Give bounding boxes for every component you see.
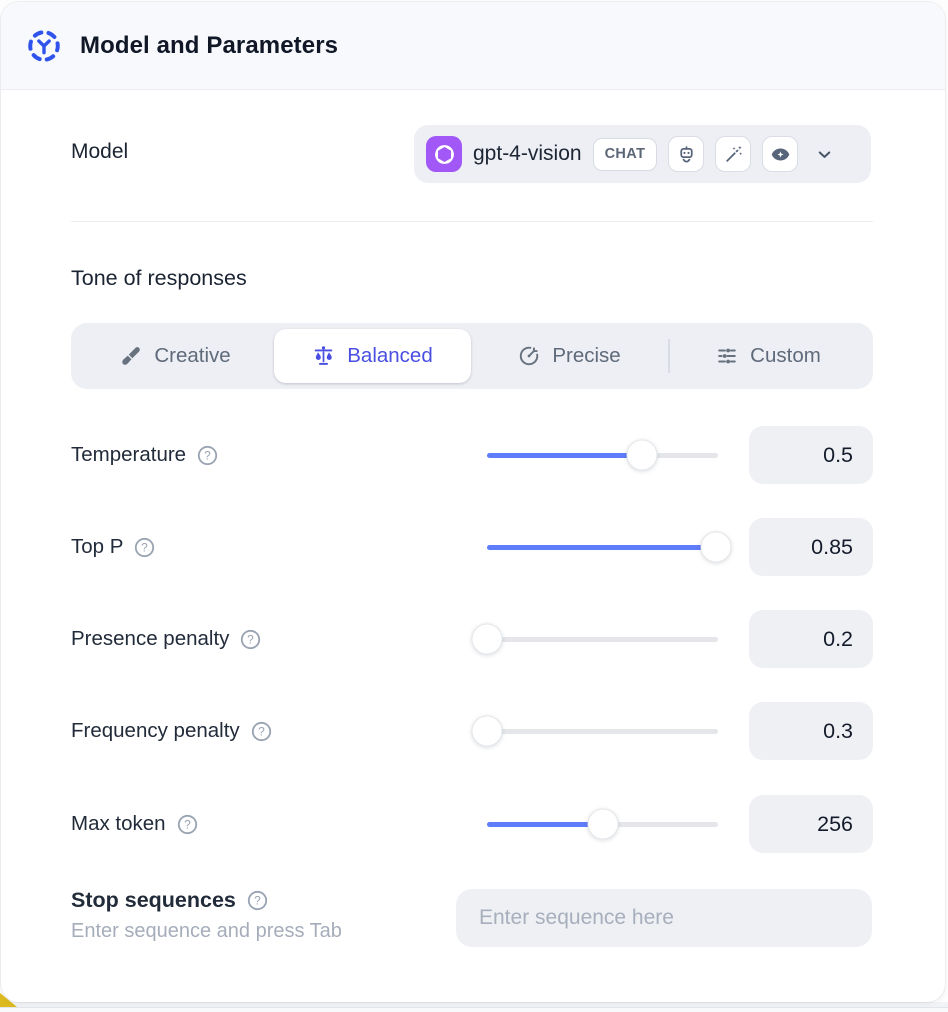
vision-eye-icon bbox=[762, 136, 799, 172]
stop-sequences-label: Stop sequences bbox=[71, 888, 236, 912]
param-label: Presence penalty bbox=[71, 627, 230, 650]
slider-thumb[interactable] bbox=[471, 623, 503, 655]
temperature-value[interactable]: 0.5 bbox=[749, 426, 873, 484]
page-background-strip bbox=[0, 1002, 948, 1007]
panel-header: Model and Parameters bbox=[1, 2, 945, 90]
help-icon[interactable]: ? bbox=[196, 444, 219, 467]
param-label: Max token bbox=[71, 812, 166, 835]
svg-text:?: ? bbox=[184, 817, 191, 831]
svg-text:?: ? bbox=[254, 894, 261, 908]
frequency-penalty-slider[interactable] bbox=[471, 702, 718, 760]
chevron-down-icon bbox=[815, 145, 834, 164]
temperature-slider[interactable] bbox=[487, 426, 718, 484]
tab-precise[interactable]: Precise bbox=[471, 329, 668, 383]
robot-icon bbox=[668, 136, 705, 172]
target-icon bbox=[518, 345, 540, 367]
slider-thumb[interactable] bbox=[587, 808, 618, 840]
max-token-value[interactable]: 256 bbox=[749, 795, 873, 853]
tone-heading: Tone of responses bbox=[71, 266, 247, 290]
model-hub-icon bbox=[25, 27, 63, 65]
tab-label: Precise bbox=[552, 344, 621, 367]
section-divider bbox=[71, 221, 873, 222]
tab-label: Creative bbox=[154, 344, 231, 367]
chat-type-badge: CHAT bbox=[592, 137, 658, 171]
svg-text:?: ? bbox=[248, 632, 255, 646]
slider-thumb[interactable] bbox=[626, 439, 658, 471]
page-background-strip bbox=[0, 1008, 948, 1012]
presence-penalty-slider[interactable] bbox=[471, 610, 718, 668]
tab-separator bbox=[668, 339, 670, 373]
sliders-icon bbox=[716, 345, 738, 367]
slider-track[interactable] bbox=[487, 531, 732, 563]
tab-label: Custom bbox=[750, 344, 821, 367]
stop-sequence-input[interactable] bbox=[456, 889, 872, 947]
slider-track[interactable] bbox=[471, 623, 718, 655]
stop-sequences-row: Stop sequences ? Enter sequence and pres… bbox=[71, 888, 342, 943]
param-row-frequency-penalty: Frequency penalty ? 0.3 bbox=[1, 702, 945, 760]
help-icon[interactable]: ? bbox=[176, 813, 199, 836]
slider-track[interactable] bbox=[487, 439, 718, 471]
page-title: Model and Parameters bbox=[80, 31, 339, 59]
slider-fill bbox=[487, 452, 642, 458]
slider-fill bbox=[487, 821, 603, 827]
model-select[interactable]: gpt-4-vision CHAT bbox=[414, 125, 871, 183]
balance-scale-icon bbox=[312, 345, 335, 368]
help-icon[interactable]: ? bbox=[250, 720, 273, 743]
help-icon[interactable]: ? bbox=[239, 628, 262, 651]
help-icon[interactable]: ? bbox=[133, 536, 156, 559]
openai-logo bbox=[426, 136, 462, 172]
param-row-temperature: Temperature ? 0.5 bbox=[1, 426, 945, 484]
param-row-presence-penalty: Presence penalty ? 0.2 bbox=[1, 610, 945, 668]
top-p-slider[interactable] bbox=[487, 518, 732, 576]
tab-creative[interactable]: Creative bbox=[77, 329, 274, 383]
svg-text:?: ? bbox=[204, 448, 211, 462]
svg-text:?: ? bbox=[258, 724, 265, 738]
selected-model-name: gpt-4-vision bbox=[473, 142, 582, 165]
frequency-penalty-value[interactable]: 0.3 bbox=[749, 702, 873, 760]
param-label: Top P bbox=[71, 535, 124, 558]
tab-custom[interactable]: Custom bbox=[670, 329, 867, 383]
param-label: Frequency penalty bbox=[71, 719, 240, 742]
presence-penalty-value[interactable]: 0.2 bbox=[749, 610, 873, 668]
svg-text:?: ? bbox=[142, 540, 149, 554]
tab-balanced[interactable]: Balanced bbox=[274, 329, 471, 383]
stop-sequences-hint: Enter sequence and press Tab bbox=[71, 920, 342, 942]
slider-fill bbox=[487, 544, 716, 550]
param-row-top-p: Top P ? 0.85 bbox=[1, 518, 945, 576]
param-label: Temperature bbox=[71, 443, 187, 466]
slider-thumb[interactable] bbox=[700, 531, 732, 563]
tone-tabs: Creative Balanced bbox=[71, 323, 873, 389]
tab-label: Balanced bbox=[347, 344, 433, 367]
slider-track[interactable] bbox=[487, 808, 718, 840]
paintbrush-icon bbox=[120, 345, 142, 367]
param-row-max-token: Max token ? 256 bbox=[1, 795, 945, 853]
max-token-slider[interactable] bbox=[487, 795, 718, 853]
slider-track[interactable] bbox=[471, 715, 718, 747]
top-p-value[interactable]: 0.85 bbox=[749, 518, 873, 576]
help-icon[interactable]: ? bbox=[246, 889, 269, 912]
slider-thumb[interactable] bbox=[471, 715, 503, 747]
magic-wand-icon bbox=[715, 136, 752, 172]
page-bottom-border bbox=[0, 1007, 948, 1008]
model-label: Model bbox=[71, 140, 129, 163]
